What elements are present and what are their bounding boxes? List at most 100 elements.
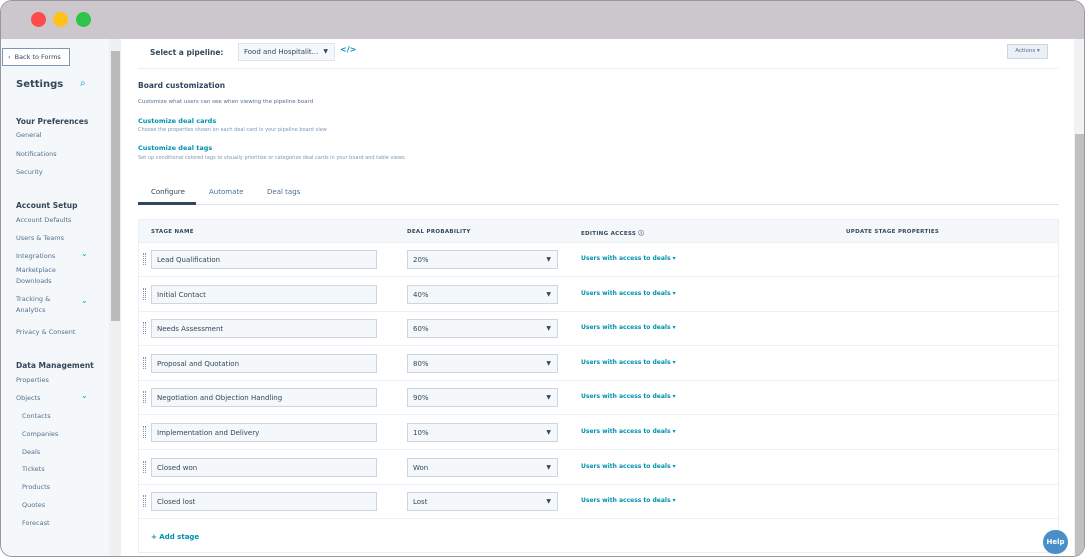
editing-access-dropdown[interactable]: Users with access to deals ▾: [581, 393, 676, 401]
deal-probability-select[interactable]: Lost ▼: [407, 492, 558, 512]
caret-down-icon: ▾: [672, 428, 676, 435]
editing-access-dropdown[interactable]: Users with access to deals ▾: [581, 289, 676, 297]
stage-name-input[interactable]: Proposal and Quotation: [151, 353, 377, 373]
caret-down-icon: ▾: [672, 497, 676, 505]
minimize-window-button[interactable]: [53, 12, 68, 27]
info-icon[interactable]: ⓘ: [638, 231, 645, 237]
pipeline-select[interactable]: Food and Hospitalit... ▼: [238, 43, 335, 61]
sidebar-item-forecast[interactable]: Forecast: [22, 519, 50, 527]
sidebar-item-companies[interactable]: Companies: [22, 430, 59, 438]
drag-handle-icon[interactable]: [143, 391, 146, 404]
deal-probability-select[interactable]: 60% ▼: [407, 319, 558, 339]
stage-name-input[interactable]: Negotiation and Objection Handling: [151, 388, 377, 408]
stage-name-input[interactable]: Closed won: [151, 457, 377, 477]
deal-probability-select[interactable]: 90% ▼: [407, 388, 558, 408]
sidebar-item-integrations[interactable]: Integrations: [16, 252, 56, 260]
back-to-forms-button[interactable]: ‹ Back to Forms: [2, 48, 70, 66]
maximize-window-button[interactable]: [76, 12, 91, 27]
editing-access-dropdown[interactable]: Users with access to deals ▾: [581, 462, 676, 470]
add-stage-button[interactable]: + Add stage: [151, 533, 200, 541]
sidebar-item-marketplace-downloads[interactable]: Marketplace Downloads: [16, 266, 56, 285]
caret-down-icon: ▼: [546, 498, 551, 506]
table-row: Closed won Won ▼ Users with access to dea…: [139, 450, 1058, 485]
actions-button[interactable]: Actions ▾: [1007, 44, 1048, 59]
deal-probability-select[interactable]: 40% ▼: [407, 284, 558, 304]
deal-probability-select[interactable]: 10% ▼: [407, 423, 558, 442]
stage-name-input[interactable]: Needs Assessment: [151, 319, 377, 339]
main-scrollbar-thumb[interactable]: [1075, 134, 1084, 556]
tab-automate[interactable]: Automate: [209, 188, 244, 196]
sidebar-section-heading: Data Management: [16, 361, 94, 370]
stages-table: STAGE NAME DEAL PROBABILITY EDITING ACCE…: [138, 219, 1059, 553]
editing-access-dropdown[interactable]: Users with access to deals ▾: [581, 324, 676, 332]
stage-name-input[interactable]: Implementation and Delivery: [151, 423, 377, 442]
deal-probability-select[interactable]: 20% ▼: [407, 250, 558, 269]
sidebar-item-contacts[interactable]: Contacts: [22, 412, 51, 420]
chevron-left-icon: ‹: [8, 53, 11, 61]
search-icon[interactable]: ⌕: [80, 78, 86, 89]
sidebar-scrollbar-thumb[interactable]: [111, 51, 120, 321]
deal-tags-description: Set up conditional colored tags to visua…: [138, 155, 407, 161]
header-stage-name: STAGE NAME: [151, 229, 194, 235]
deal-cards-description: Choose the properties shown on each deal…: [138, 127, 327, 133]
sidebar-item-privacy-consent[interactable]: Privacy & Consent: [16, 328, 76, 336]
drag-handle-icon[interactable]: [143, 460, 146, 473]
stage-name-input[interactable]: Lead Qualification: [151, 250, 377, 269]
caret-down-icon: ▼: [546, 325, 551, 333]
sidebar-item-quotes[interactable]: Quotes: [22, 501, 46, 509]
close-window-button[interactable]: [31, 12, 46, 27]
sidebar-item-products[interactable]: Products: [22, 483, 51, 491]
caret-down-icon: ▼: [546, 359, 551, 367]
chevron-down-icon[interactable]: ⌄: [81, 391, 88, 400]
caret-down-icon: ▾: [672, 289, 676, 297]
board-title: Board customization: [138, 81, 226, 90]
sidebar-item-objects[interactable]: Objects: [16, 394, 41, 402]
sidebar-item-properties[interactable]: Properties: [16, 376, 49, 384]
board-description: Customize what users can see when viewin…: [138, 99, 314, 105]
customize-deal-tags-link[interactable]: Customize deal tags: [138, 144, 213, 152]
table-row: Needs Assessment 60% ▼ Users with access …: [139, 311, 1058, 347]
sidebar-item-notifications[interactable]: Notifications: [16, 150, 57, 158]
sidebar-item-deals[interactable]: Deals: [22, 448, 41, 456]
stage-name-input[interactable]: Closed lost: [151, 492, 377, 512]
sidebar-item-tickets[interactable]: Tickets: [22, 465, 45, 473]
caret-down-icon: ▼: [546, 394, 551, 402]
drag-handle-icon[interactable]: [143, 253, 146, 265]
caret-down-icon: ▼: [546, 463, 551, 471]
pipeline-label: Select a pipeline:: [150, 48, 224, 57]
editing-access-dropdown[interactable]: Users with access to deals ▾: [581, 497, 676, 505]
tab-deal-tags[interactable]: Deal tags: [267, 188, 301, 196]
stage-name-input[interactable]: Initial Contact: [151, 284, 377, 304]
editing-access-dropdown[interactable]: Users with access to deals ▾: [581, 358, 676, 366]
drag-handle-icon[interactable]: [143, 495, 146, 508]
chevron-down-icon[interactable]: ⌄: [81, 296, 88, 305]
editing-access-dropdown[interactable]: Users with access to deals ▾: [581, 428, 676, 435]
drag-handle-icon[interactable]: [143, 322, 146, 335]
drag-handle-icon[interactable]: [143, 356, 146, 369]
table-row: Initial Contact 40% ▼ Users with access t…: [139, 277, 1058, 312]
sidebar-title: Settings: [16, 79, 64, 90]
help-button[interactable]: Help: [1043, 530, 1068, 554]
sidebar-item-security[interactable]: Security: [16, 168, 43, 176]
code-embed-icon[interactable]: </>: [340, 45, 357, 54]
sidebar-item-account-defaults[interactable]: Account Defaults: [16, 216, 72, 224]
drag-handle-icon[interactable]: [143, 287, 146, 300]
deal-probability-select[interactable]: Won ▼: [407, 457, 558, 477]
caret-down-icon: ▾: [672, 358, 676, 366]
sidebar-item-general[interactable]: General: [16, 131, 42, 139]
sidebar-item-tracking-analytics[interactable]: Tracking & Analytics: [16, 295, 51, 314]
table-row: Implementation and Delivery 10% ▼ Users w…: [139, 415, 1058, 450]
editing-access-dropdown[interactable]: Users with access to deals ▾: [581, 255, 676, 262]
sidebar-section-heading: Account Setup: [16, 201, 78, 210]
chevron-down-icon[interactable]: ⌄: [81, 249, 88, 258]
customize-deal-cards-link[interactable]: Customize deal cards: [138, 117, 217, 125]
tab-configure[interactable]: Configure: [151, 188, 185, 196]
caret-down-icon: ▾: [672, 255, 676, 262]
table-row: Negotiation and Objection Handling 90% ▼ …: [139, 380, 1058, 416]
sidebar-section-heading: Your Preferences: [16, 117, 89, 126]
drag-handle-icon[interactable]: [143, 426, 146, 438]
deal-probability-select[interactable]: 80% ▼: [407, 353, 558, 373]
sidebar-item-users-teams[interactable]: Users & Teams: [16, 234, 64, 242]
header-update-stage-properties: UPDATE STAGE PROPERTIES: [846, 229, 940, 235]
